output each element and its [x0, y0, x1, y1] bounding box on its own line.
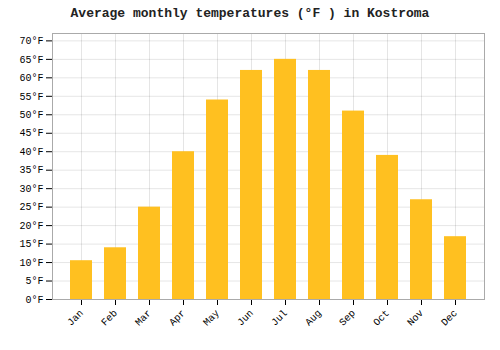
svg-text:40°F: 40°F	[19, 147, 43, 158]
svg-text:Sep: Sep	[337, 308, 358, 329]
svg-text:Oct: Oct	[371, 308, 392, 329]
svg-text:0°F: 0°F	[25, 295, 43, 306]
svg-text:May: May	[201, 308, 222, 329]
svg-text:20°F: 20°F	[19, 221, 43, 232]
svg-text:70°F: 70°F	[19, 36, 43, 47]
svg-text:Feb: Feb	[99, 308, 120, 329]
svg-text:Jun: Jun	[235, 308, 256, 329]
svg-text:Mar: Mar	[133, 308, 154, 329]
svg-text:10°F: 10°F	[19, 258, 43, 269]
html-text:Average monthly temperatures (: Average monthly temperatures (°F ) in Ko…	[70, 6, 430, 21]
svg-text:25°F: 25°F	[19, 202, 43, 213]
svg-text:Jul: Jul	[269, 308, 290, 329]
svg-text:30°F: 30°F	[19, 184, 43, 195]
svg-text:50°F: 50°F	[19, 110, 43, 121]
svg-text:Nov: Nov	[405, 308, 426, 329]
svg-text:35°F: 35°F	[19, 165, 43, 176]
svg-text:5°F: 5°F	[25, 276, 43, 287]
svg-text:15°F: 15°F	[19, 239, 43, 250]
svg-text:Dec: Dec	[439, 308, 460, 329]
svg-text:Apr: Apr	[167, 308, 188, 329]
svg-text:55°F: 55°F	[19, 92, 43, 103]
svg-text:65°F: 65°F	[19, 55, 43, 66]
svg-text:Aug: Aug	[303, 308, 324, 329]
svg-text:60°F: 60°F	[19, 73, 43, 84]
svg-text:Jan: Jan	[65, 308, 86, 329]
svg-text:45°F: 45°F	[19, 128, 43, 139]
